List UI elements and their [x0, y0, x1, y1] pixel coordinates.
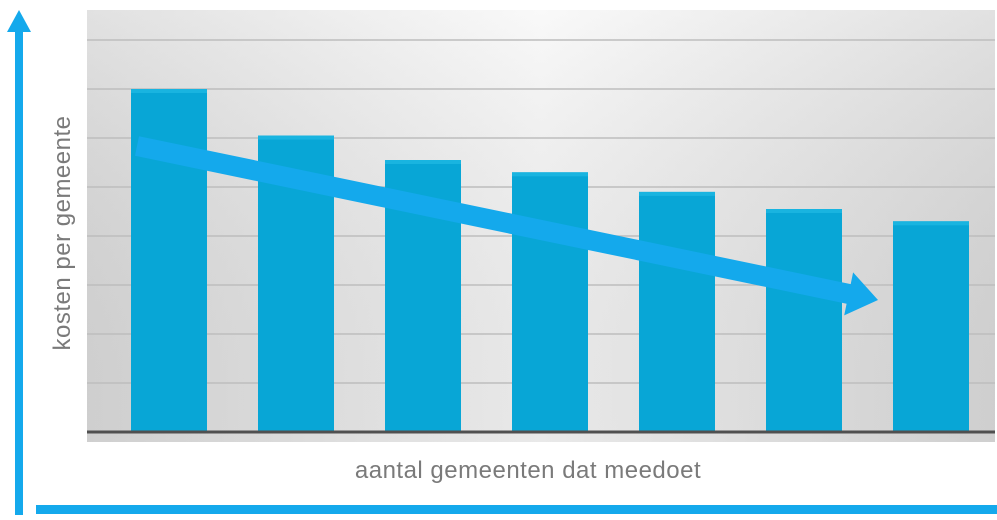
bar-top-highlight [639, 191, 715, 196]
bar-top-highlight [385, 160, 461, 165]
bar [893, 221, 969, 432]
bar [766, 209, 842, 432]
bar [639, 191, 715, 432]
y-axis-label: kosten per gemeente [49, 116, 76, 351]
bar-top-highlight [766, 209, 842, 214]
bar-top-highlight [131, 89, 207, 93]
bar-top-highlight [512, 172, 588, 177]
bar [512, 172, 588, 433]
trend-arrow [135, 136, 878, 316]
x-axis-arrow [36, 505, 997, 514]
y-axis-arrow [7, 10, 31, 515]
bar-top-highlight [258, 135, 334, 140]
bar-top-highlight [893, 221, 969, 226]
x-axis-label: aantal gemeenten dat meedoet [355, 457, 701, 484]
